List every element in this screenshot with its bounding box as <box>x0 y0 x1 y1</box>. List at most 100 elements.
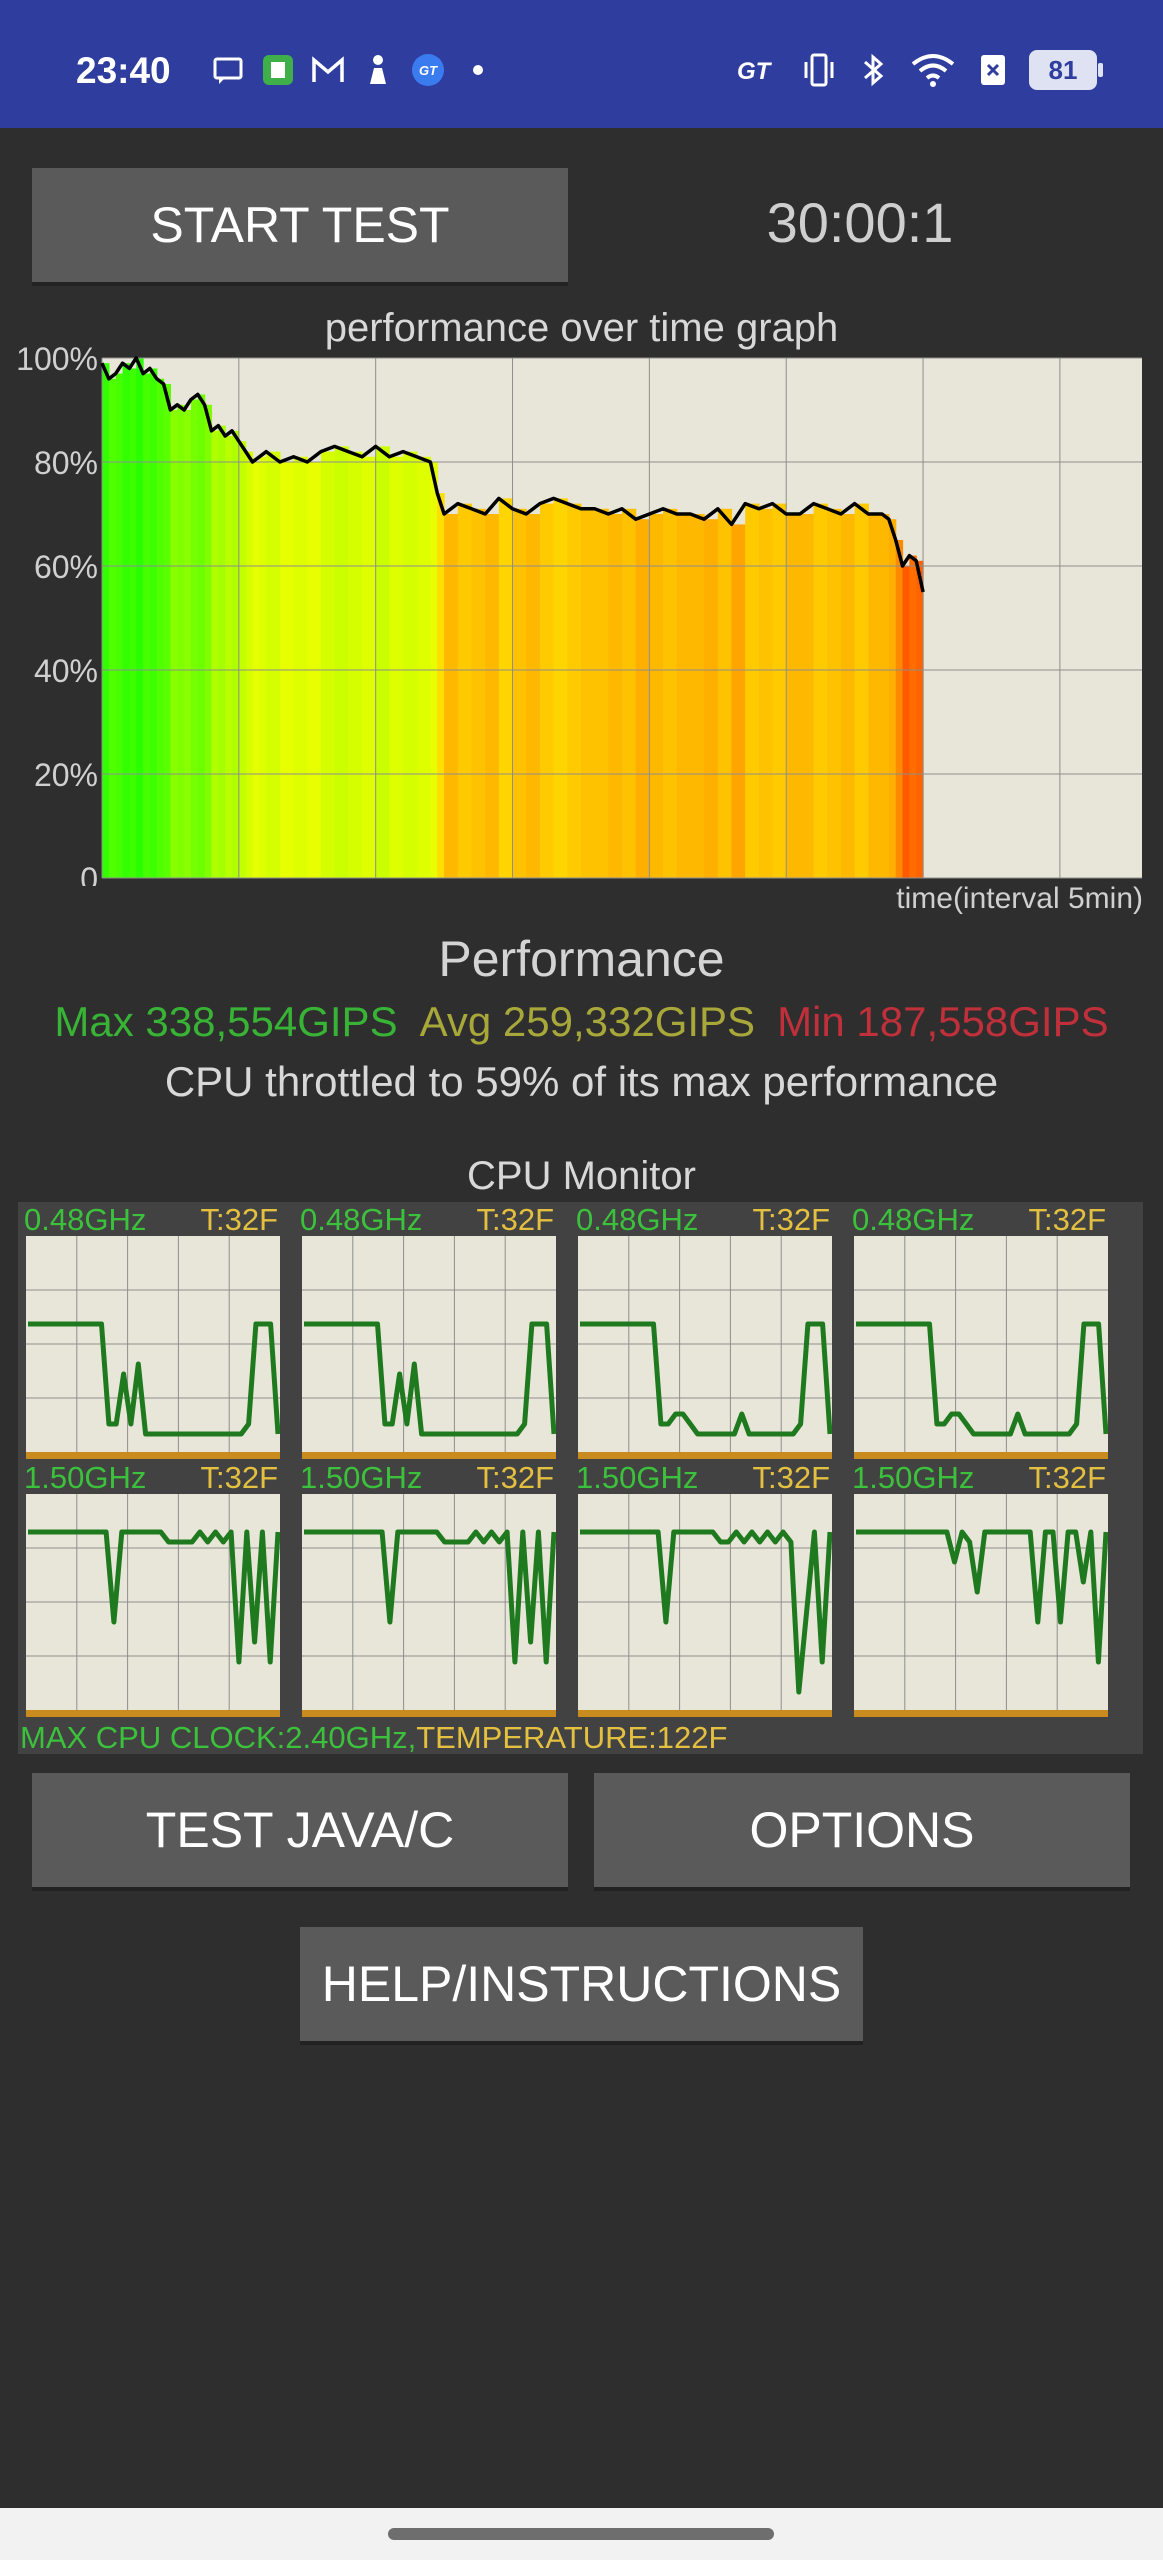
start-test-button[interactable]: START TEST <box>32 168 568 282</box>
y-tick-label: 0 <box>80 861 98 886</box>
x-axis-note: time(interval 5min) <box>896 882 1143 915</box>
cpu-core-temperature: T:32F <box>1028 1202 1106 1237</box>
status-time: 23:40 <box>76 50 171 91</box>
cpu-frequency-trace <box>856 1321 1108 1437</box>
cpu-frequency-trace <box>304 1321 556 1437</box>
timer-display: 30:00:1 <box>766 191 954 254</box>
cpu-core-frequency: 0.48GHz <box>300 1202 423 1237</box>
home-gesture-handle[interactable] <box>388 2528 774 2540</box>
performance-bar <box>827 508 842 878</box>
y-tick-label: 40% <box>34 653 98 689</box>
performance-bar <box>526 514 541 878</box>
test-java-c-button[interactable]: TEST JAVA/C <box>32 1773 568 1887</box>
performance-bar <box>204 404 213 878</box>
graph-title: performance over time graph <box>324 306 839 350</box>
sim-icon <box>981 55 1005 85</box>
cpu-core-graph <box>854 1494 1108 1717</box>
cpu-baseline-bar <box>854 1452 1108 1459</box>
performance-bar <box>348 451 363 878</box>
performance-bar <box>622 508 637 878</box>
performance-bar <box>471 508 486 878</box>
performance-line <box>100 356 925 593</box>
cpu-core-cell: 0.48GHz T:32F <box>298 1202 556 1459</box>
performance-bar <box>567 503 582 878</box>
cpu-core-cell: 0.48GHz T:32F <box>850 1202 1108 1459</box>
cpu-baseline-bar <box>26 1710 280 1717</box>
performance-bar <box>266 451 281 878</box>
performance-bar <box>498 498 514 878</box>
performance-bar <box>403 451 418 878</box>
performance-bar <box>731 524 746 878</box>
help-instructions-button[interactable]: HELP/INSTRUCTIONS <box>300 1927 863 2041</box>
battery-indicator: 81 <box>1029 50 1103 90</box>
navigation-bar <box>0 2508 1163 2560</box>
y-tick-label: 100% <box>16 346 98 377</box>
performance-bar <box>190 399 199 878</box>
max-gips: Max 338,554GIPS <box>54 998 398 1045</box>
performance-graph: 100% 80% 60% 40% 20% 0 <box>16 346 1142 886</box>
performance-bar <box>122 363 130 878</box>
cpu-core-frequency: 0.48GHz <box>576 1202 699 1237</box>
cpu-core-temperature: T:32F <box>476 1460 554 1495</box>
cpu-core-temperature: T:32F <box>752 1202 830 1237</box>
performance-bar <box>102 363 110 878</box>
cpu-baseline-bar <box>854 1710 1108 1717</box>
notification-icons: GT <box>210 52 496 88</box>
y-tick-label: 60% <box>34 549 98 585</box>
min-gips: Min 187,558GIPS <box>777 998 1109 1045</box>
performance-bar <box>902 566 910 878</box>
cpu-core-cell: 1.50GHz T:32F <box>22 1460 280 1717</box>
performance-bar <box>758 508 774 878</box>
cpu-baseline-bar <box>302 1710 556 1717</box>
performance-bar <box>225 436 233 878</box>
options-button[interactable]: OPTIONS <box>594 1773 1130 1887</box>
cpu-frequency-trace <box>580 1529 832 1695</box>
performance-bar <box>115 373 124 878</box>
performance-bar <box>416 456 432 878</box>
performance-bar <box>143 373 151 878</box>
performance-bar <box>259 456 267 878</box>
performance-bar <box>594 508 609 878</box>
avg-gips: Avg 259,332GIPS <box>419 998 756 1045</box>
performance-bar <box>786 514 801 878</box>
performance-bar <box>888 519 897 878</box>
svg-text:GT: GT <box>419 63 438 78</box>
cpu-core-cell: 1.50GHz T:32F <box>850 1460 1108 1717</box>
cpu-core-frequency: 1.50GHz <box>576 1460 699 1495</box>
performance-bar <box>149 368 158 878</box>
performance-bar <box>293 456 308 878</box>
cpu-core-temperature: T:32F <box>200 1202 278 1237</box>
cpu-frequency-trace <box>28 1321 280 1437</box>
cpu-frequency-trace <box>580 1321 832 1437</box>
performance-bar <box>840 514 856 878</box>
performance-bar <box>211 430 219 878</box>
cpu-monitor-panel: MAX CPU CLOCK:2.40GHz,TEMPERATURE:122F 0… <box>18 1202 1143 1755</box>
cpu-core-temperature: T:32F <box>476 1202 554 1237</box>
cpu-core-cell: 1.50GHz T:32F <box>574 1460 832 1717</box>
performance-bar <box>389 456 404 878</box>
performance-bar <box>184 410 192 878</box>
cpu-core-cell: 0.48GHz T:32F <box>22 1202 280 1459</box>
performance-bar <box>197 394 206 878</box>
cpu-baseline-bar <box>578 1710 832 1717</box>
cpu-core-graph <box>854 1236 1108 1459</box>
performance-bar <box>129 368 137 878</box>
svg-text:GT: GT <box>737 58 773 85</box>
cpu-frequency-trace <box>304 1529 556 1665</box>
performance-bar <box>437 493 445 878</box>
performance-bar <box>375 446 390 878</box>
performance-bar <box>362 456 377 878</box>
system-icons: GT 81 <box>735 50 1103 90</box>
performance-bar <box>232 430 240 878</box>
performance-bar <box>868 514 883 878</box>
performance-bar <box>238 441 247 878</box>
performance-bar <box>580 508 596 878</box>
cpu-core-frequency: 0.48GHz <box>24 1202 147 1237</box>
performance-bar <box>635 519 650 878</box>
performance-bar <box>320 451 336 878</box>
figure-icon <box>370 55 386 84</box>
cpu-core-graph <box>26 1494 280 1717</box>
cpu-frequency-trace <box>856 1529 1108 1665</box>
cpu-core-graph <box>302 1236 556 1459</box>
cpu-monitor-title: CPU Monitor <box>467 1154 696 1198</box>
